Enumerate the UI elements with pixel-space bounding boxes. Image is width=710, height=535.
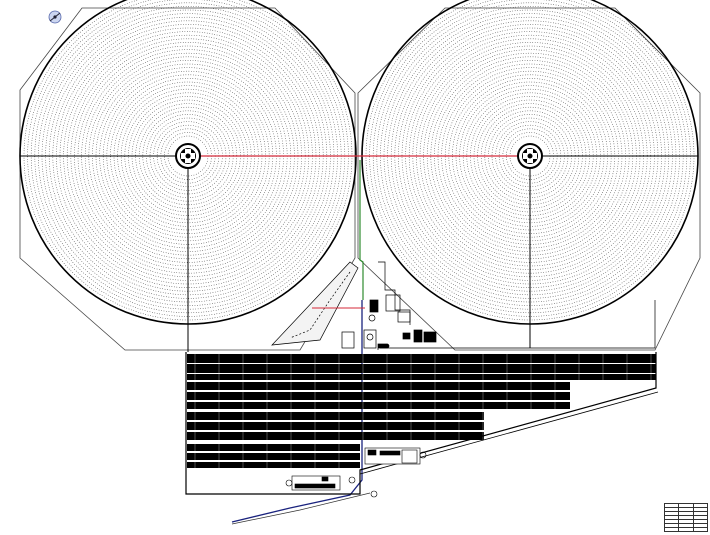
panel-row (187, 354, 656, 363)
green-cable-route (359, 160, 364, 300)
revision-table (663, 503, 709, 532)
panel-row (187, 402, 570, 409)
north-arrow-icon (48, 10, 62, 24)
revision-cell (692, 527, 709, 532)
left-hub-icon (175, 143, 201, 169)
panel-row (187, 462, 360, 468)
panel-row (187, 382, 570, 390)
array-field-outline (185, 352, 657, 495)
ring-row (128, 96, 248, 216)
panel-row (187, 422, 484, 430)
revision-row (663, 527, 709, 532)
panel-array (187, 354, 656, 468)
panel-row (187, 392, 570, 400)
panel-row (187, 453, 360, 460)
panel-row (187, 412, 484, 420)
road-edge-lower (231, 492, 371, 525)
inverter-station (364, 447, 427, 465)
panel-row (187, 432, 484, 440)
transformer-pad (285, 475, 378, 498)
panel-row (187, 364, 656, 373)
right-site-boundary (357, 7, 701, 351)
right-hub-icon (517, 143, 543, 169)
panel-row (187, 444, 360, 451)
revision-cell (678, 527, 694, 532)
central-facility (271, 261, 656, 350)
revision-cell (663, 527, 680, 532)
panel-row (187, 374, 656, 380)
